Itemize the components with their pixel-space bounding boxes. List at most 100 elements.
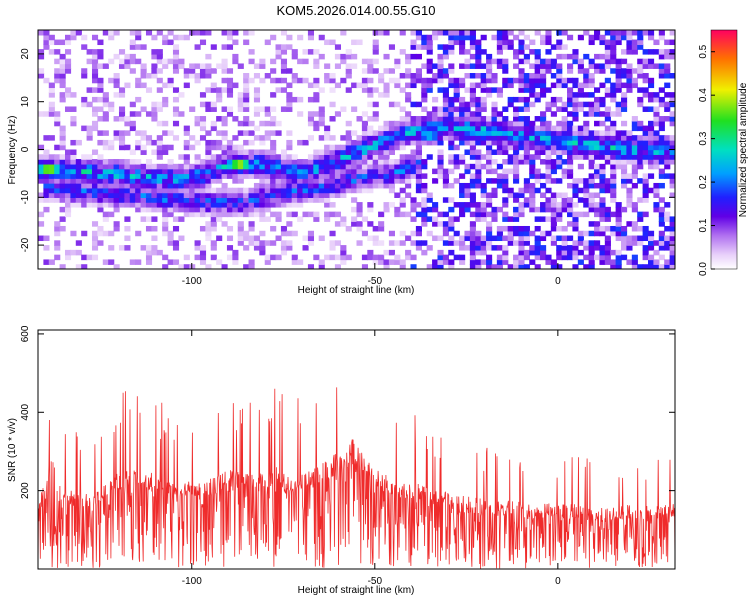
spectrogram-cell [583,30,590,36]
spectrogram-cell [388,259,395,265]
spectrogram-cell [221,173,228,179]
spectrogram-cell [102,211,109,218]
spectrogram-cell [648,235,655,242]
spectrogram-cell [118,173,126,179]
spectrogram-cell [669,120,675,127]
spectrogram-cell [286,44,293,50]
spectrogram-cell [502,149,509,155]
spectrogram-cell [594,120,601,127]
spectrogram-cell [513,111,520,117]
spectrogram-cell [529,77,536,84]
spectrogram-cell [162,63,169,69]
spectrogram-cell [572,96,579,103]
spectrogram-cell [232,192,239,198]
spectrogram-cell [556,82,563,89]
spectrogram-cell [529,82,536,89]
spectrogram-cell [232,259,239,265]
spectrogram-cell [523,264,530,269]
spectrogram-cell [91,111,99,117]
spectrogram-cell [172,53,180,60]
spectrogram-cell [405,92,412,98]
spectrogram-cell [410,168,417,175]
spectrogram-cell [86,202,93,208]
spectrogram-cell [491,130,498,136]
spectrogram-cell [561,139,568,146]
spectrogram-cell [270,202,277,208]
spectrogram-cell [199,182,207,189]
spectrogram-cell [432,259,439,265]
spectrogram-cell [194,173,201,179]
spectrogram-cell [291,154,298,160]
spectrogram-cell [86,154,93,160]
spectrogram-cell [313,77,320,84]
spectrogram-cell [415,225,422,232]
spectrogram-cell [237,168,244,175]
spectrogram-cell [437,68,444,74]
spectrogram-cell [567,125,574,132]
spectrogram-cell [448,106,455,112]
spectrogram-cell [237,221,244,227]
spectrogram-cell [378,221,385,227]
spectrogram-cell [405,254,412,261]
spectrogram-cell [410,264,417,269]
spectrogram-cell [588,92,595,98]
spectrogram-cell [480,211,487,218]
spectrogram-cell [135,130,142,136]
spectrogram-cell [210,221,217,227]
spectrogram-cell [205,206,212,213]
spectrogram-cell [162,202,169,208]
spectrogram-cell [232,168,239,175]
spectrogram-cell [324,216,331,222]
spectrogram-cell [43,44,50,50]
spectrogram-cell [658,211,665,218]
spectrogram-cell [529,159,536,165]
spectrogram-cell [658,149,665,155]
spectrogram-cell [572,245,579,251]
spectrogram-cell [43,149,50,155]
spectrogram-cell [383,264,390,269]
spectrogram-cell [291,230,298,237]
spectrogram-cell [513,34,520,41]
spectrogram-cell [345,53,352,60]
spectrogram-cell [124,116,131,122]
spectrogram-cell [496,34,503,41]
spectrogram-cell [275,187,282,194]
spectrogram-cell [226,111,234,117]
spectrogram-cell [286,178,293,184]
spectrogram-cell [286,211,293,218]
spectrogram-cell [626,187,633,194]
spectrogram-cell [507,130,514,136]
spectrogram-cell [610,182,617,189]
spectrogram-cell [448,96,455,103]
spectrogram-cell [658,120,665,127]
spectrogram-cell [637,125,644,132]
spectrogram-cell [658,182,665,189]
spectrogram-cell [307,240,315,246]
spectrogram-cell [81,125,88,132]
spectrogram-cell [432,135,439,141]
spectrogram-cell [572,154,579,160]
spectrogram-cell [637,73,644,79]
spectrogram-cell [367,202,374,208]
spectrogram-cell [523,34,530,41]
spectrogram-cell [540,87,547,93]
spectrogram-cell [421,135,428,141]
spectrogram-cell [534,68,541,74]
spectrogram-cell [156,53,163,60]
spectrogram-cell [496,116,503,122]
spectrogram-cell [334,264,342,269]
spectrogram-cell [637,149,644,155]
spectrogram-cell [64,149,72,155]
spectrogram-cell [102,139,109,146]
spectrogram-cell [189,68,196,74]
spectrogram-cell [464,135,471,141]
spectrogram-cell [588,144,595,151]
spectrogram-cell [248,197,255,203]
spectrogram-cell [253,240,261,246]
spectrogram-cell [631,221,638,227]
spectrogram-cell [172,111,180,117]
spectrogram-cell [475,130,482,136]
spectrogram-cell [156,149,163,155]
spectrogram-cell [226,187,234,194]
